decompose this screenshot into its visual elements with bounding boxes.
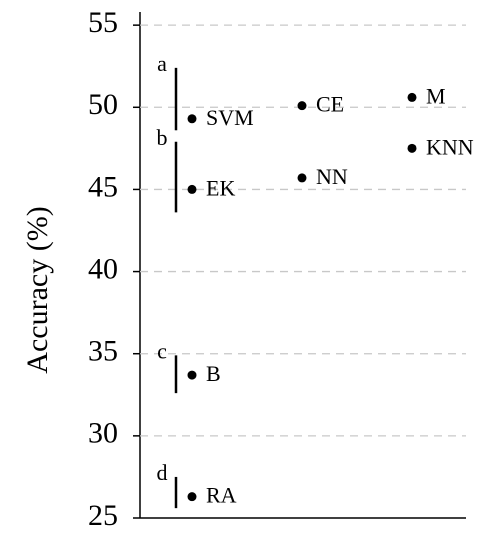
point-label: CE: [316, 92, 344, 117]
y-tick-label: 35: [88, 335, 118, 368]
point-label: EK: [206, 175, 235, 200]
group-label: a: [157, 51, 167, 76]
point-label: RA: [206, 483, 237, 508]
point: [187, 492, 197, 502]
group-label: d: [157, 460, 168, 485]
group-label: c: [157, 338, 167, 363]
point-label: B: [206, 361, 221, 386]
y-axis-label: Accuracy (%): [21, 206, 54, 373]
point: [407, 143, 417, 153]
y-tick-label: 40: [88, 252, 118, 285]
point: [187, 370, 197, 380]
point-label: M: [426, 83, 446, 108]
point-label: SVM: [206, 105, 254, 130]
point: [187, 184, 197, 194]
y-tick-label: 45: [88, 170, 118, 203]
y-tick-label: 30: [88, 417, 118, 450]
y-tick-label: 25: [88, 499, 118, 532]
group-label: b: [157, 125, 168, 150]
point: [297, 173, 307, 183]
point: [187, 114, 197, 124]
point-label: KNN: [426, 134, 474, 159]
y-tick-label: 55: [88, 6, 118, 39]
point: [297, 101, 307, 111]
y-tick-label: 50: [88, 88, 118, 121]
point-label: NN: [316, 164, 348, 189]
point: [407, 92, 417, 102]
